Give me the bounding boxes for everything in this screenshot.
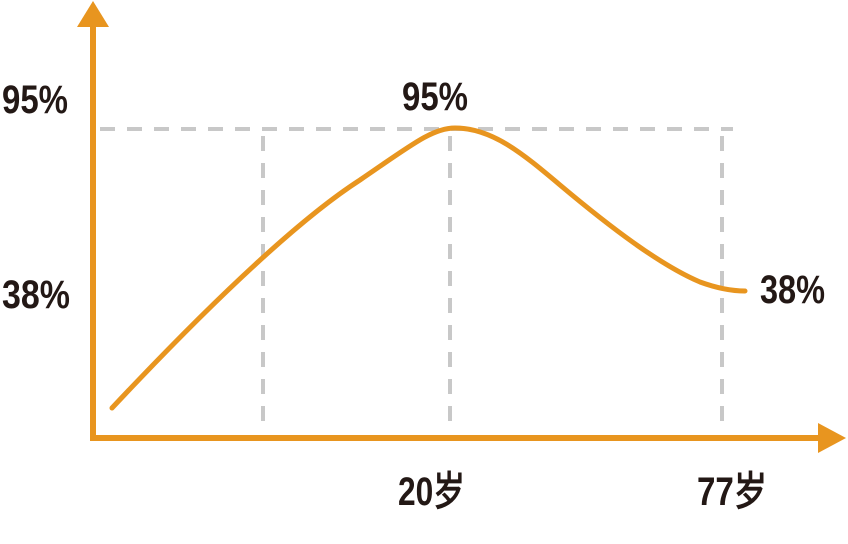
y-axis-label-95: 95% — [2, 78, 68, 122]
end-value-annotation: 38% — [760, 268, 825, 312]
x-axis-arrowhead-icon — [818, 423, 846, 453]
x-axis-label-age77: 77岁 — [697, 470, 767, 514]
peak-value-annotation: 95% — [402, 75, 468, 119]
trend-curve — [109, 125, 748, 411]
y-axis-arrowhead-icon — [77, 1, 109, 27]
y-axis-label-38: 38% — [2, 273, 70, 317]
x-axis-label-age20: 20岁 — [398, 470, 465, 514]
